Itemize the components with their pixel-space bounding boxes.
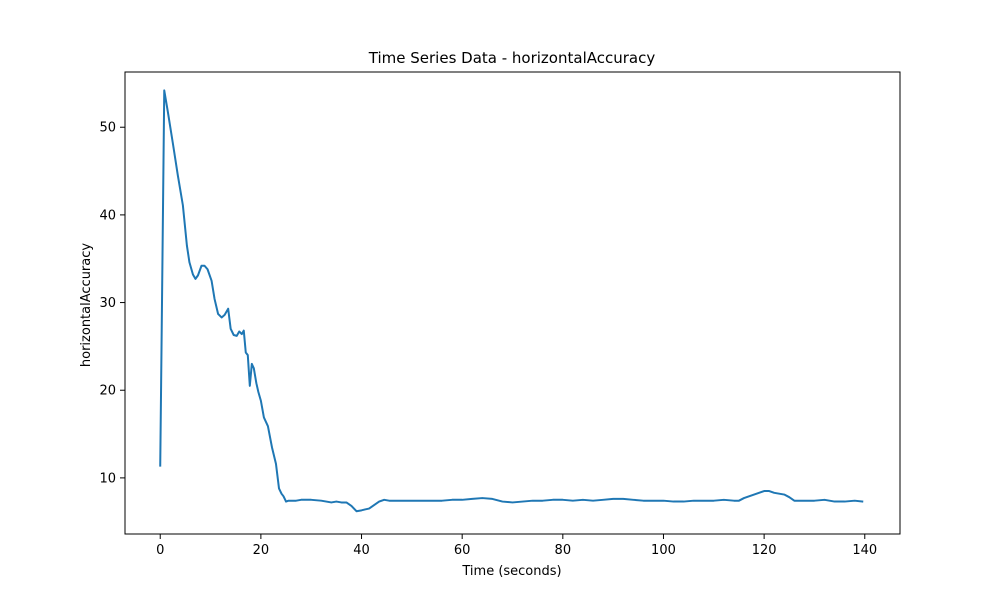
x-tick-label: 20 [253, 543, 270, 558]
series-line-0 [159, 89, 864, 513]
x-tick-label: 60 [454, 543, 471, 558]
y-tick-label: 50 [99, 121, 116, 136]
y-tick-label: 30 [99, 296, 116, 311]
x-tick-label: 0 [156, 543, 164, 558]
y-axis-label: horizontalAccuracy [79, 243, 94, 367]
x-tick-label: 80 [555, 543, 572, 558]
y-tick-label: 40 [99, 208, 116, 223]
chart-title: Time Series Data - horizontalAccuracy [368, 49, 656, 67]
x-tick-label: 100 [651, 543, 676, 558]
x-tick-label: 40 [353, 543, 370, 558]
plot-area: 0 20 40 60 80 100 120 140 10 20 30 40 50 [99, 71, 901, 558]
x-axis-label: Time (seconds) [461, 564, 561, 579]
x-tick-label: 140 [852, 543, 877, 558]
y-tick-label: 20 [99, 384, 116, 399]
x-tick-label: 120 [752, 543, 777, 558]
y-tick-label: 10 [99, 471, 116, 486]
axes-frame [124, 71, 901, 535]
